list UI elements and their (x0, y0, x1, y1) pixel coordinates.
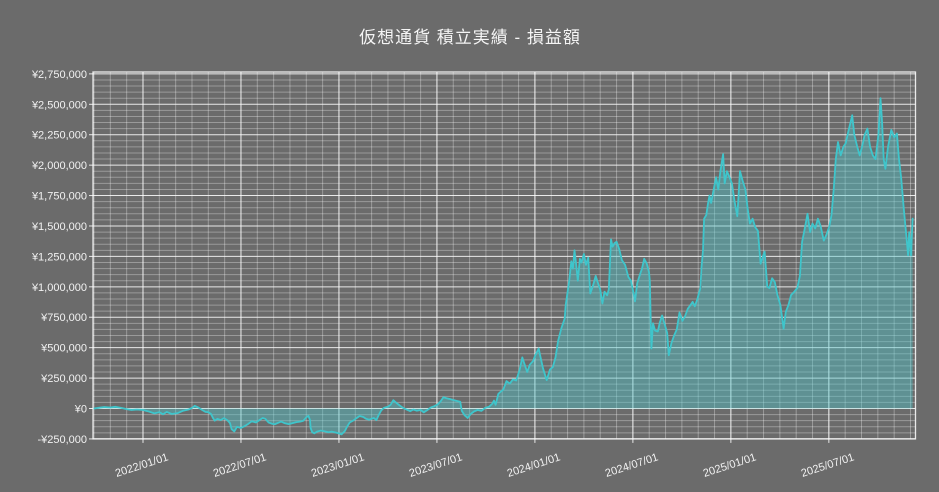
plot-border (92, 71, 917, 440)
y-tick-label: -¥250,000 (37, 434, 87, 446)
profit-loss-series (93, 97, 914, 436)
axis-tick-marks (89, 73, 830, 443)
gridlines-major (93, 72, 916, 440)
y-axis-labels: ¥2,750,000 ¥2,500,000 ¥2,250,000 ¥2,000,000… (31, 69, 87, 446)
y-tick-label: ¥2,750,000 (31, 69, 87, 81)
y-tick-label: ¥500,000 (40, 343, 87, 355)
y-tick-label: ¥0 (74, 404, 87, 416)
gridlines-minor (93, 72, 916, 439)
y-tick-label: ¥750,000 (40, 312, 87, 324)
y-tick-label: ¥1,000,000 (31, 282, 87, 294)
profit-loss-line (93, 97, 914, 436)
y-tick-label: ¥1,750,000 (31, 191, 87, 203)
profit-loss-area-fill (94, 98, 913, 435)
y-tick-label: ¥2,250,000 (31, 130, 87, 142)
y-tick-label: ¥1,500,000 (31, 221, 87, 233)
y-tick-label: ¥1,250,000 (31, 251, 87, 263)
y-tick-label: ¥2,500,000 (31, 99, 87, 111)
y-tick-label: ¥250,000 (40, 373, 87, 385)
y-tick-label: ¥2,000,000 (31, 160, 87, 172)
chart-title: 仮想通貨 積立実績 - 損益額 (359, 28, 581, 47)
plot-border-rect (92, 71, 917, 440)
